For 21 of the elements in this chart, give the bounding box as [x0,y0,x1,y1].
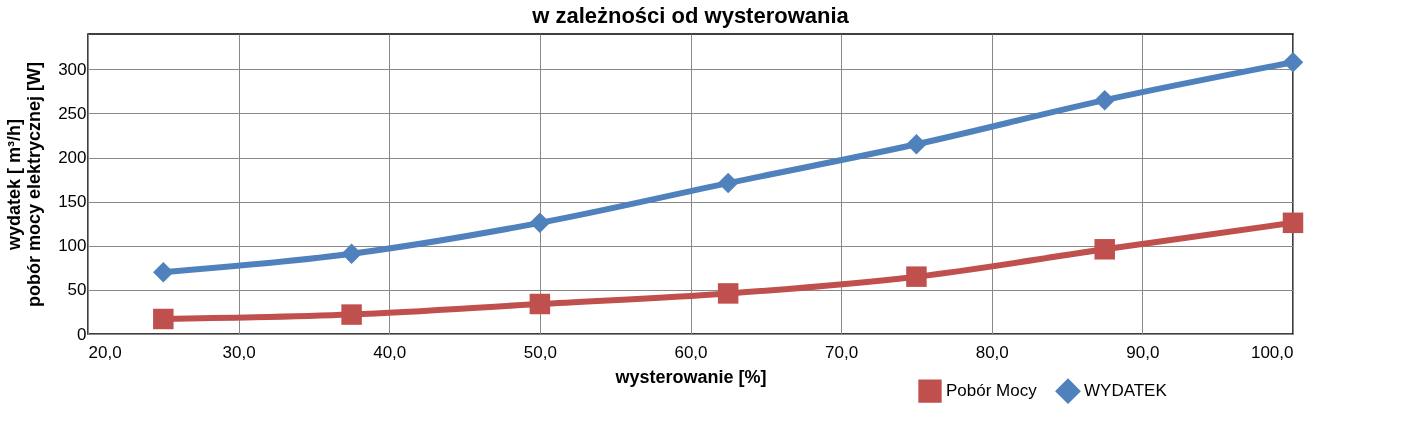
y-tick-label: 50 [67,280,87,300]
legend-label: Pobór Mocy [946,381,1038,401]
y-tick-label: 0 [77,324,87,344]
y-tick-label: 300 [58,59,87,79]
x-tick-label: 50,0 [523,342,557,362]
y-tick-label: 250 [58,103,87,123]
y-tick-label: 100 [58,236,87,256]
x-tick-label: 60,0 [674,342,708,362]
y-tick-label: 150 [58,192,87,212]
legend-label: WYDATEK [1084,381,1168,401]
x-tick-label: 80,0 [975,342,1009,362]
x-tick-label: 20,0 [88,342,122,362]
x-axis-title: wysterowanie [%] [614,366,767,387]
x-tick-label: 30,0 [222,342,256,362]
y-tick-label: 200 [58,148,87,168]
x-tick-label: 40,0 [373,342,407,362]
x-tick-label: 100,0 [1250,342,1294,362]
y-axis-title: wydatek [ m³/h] pobór mocy elektrycznej [W] [4,61,45,308]
chart-title: w zależności od wysterowania [531,3,850,28]
x-tick-label: 70,0 [825,342,859,362]
x-tick-label: 90,0 [1126,342,1160,362]
